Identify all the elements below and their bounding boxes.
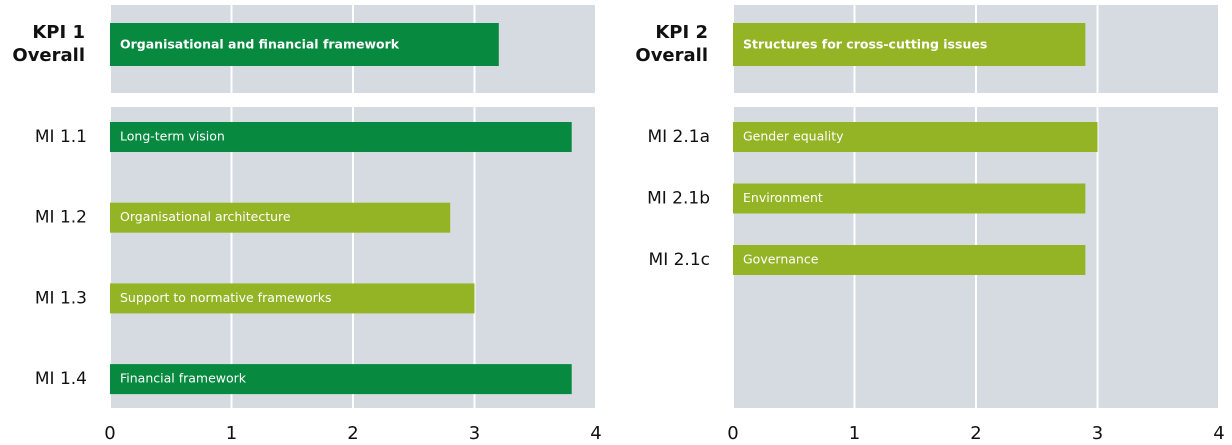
- x-tick-label: 4: [1213, 423, 1224, 444]
- kpi-label: Overall: [12, 45, 85, 66]
- x-tick-label: 3: [1092, 423, 1103, 444]
- x-tick-label: 0: [104, 423, 115, 444]
- category-label: MI 2.1a: [647, 127, 710, 147]
- bar: [733, 183, 1086, 214]
- kpi-label: KPI 1: [32, 22, 85, 43]
- bar: [733, 122, 1098, 152]
- category-label: MI 1.2: [35, 208, 87, 228]
- bar-label: Environment: [743, 190, 823, 205]
- bar-label: Governance: [743, 252, 819, 267]
- bar: [110, 202, 451, 233]
- bar-label: Organisational architecture: [120, 209, 291, 224]
- x-tick-label: 2: [970, 423, 981, 444]
- bar: [110, 122, 572, 152]
- bar: [733, 245, 1086, 275]
- bar: [110, 364, 572, 395]
- bar-label: Support to normative frameworks: [120, 290, 332, 305]
- x-tick-label: 0: [727, 423, 738, 444]
- category-label: MI 2.1b: [647, 189, 710, 209]
- overall-bar: [733, 23, 1086, 66]
- x-tick-label: 2: [347, 423, 358, 444]
- category-label: MI 1.1: [35, 127, 87, 147]
- kpi-label: KPI 2: [655, 22, 708, 43]
- x-tick-label: 3: [469, 423, 480, 444]
- x-tick-label: 1: [226, 423, 237, 444]
- bar: [110, 283, 475, 314]
- kpi-label: Overall: [635, 45, 708, 66]
- x-tick-label: 1: [849, 423, 860, 444]
- x-tick-label: 4: [590, 423, 601, 444]
- category-label: MI 2.1c: [649, 250, 710, 270]
- overall-bar: [110, 23, 499, 66]
- bar-label: Long-term vision: [120, 129, 225, 144]
- bar-label: Gender equality: [743, 129, 844, 144]
- overall-bar-label: Organisational and financial framework: [120, 37, 400, 52]
- bar-label: Financial framework: [120, 371, 247, 386]
- overall-bar-label: Structures for cross-cutting issues: [743, 37, 987, 52]
- category-label: MI 1.3: [35, 288, 87, 308]
- category-label: MI 1.4: [35, 369, 87, 389]
